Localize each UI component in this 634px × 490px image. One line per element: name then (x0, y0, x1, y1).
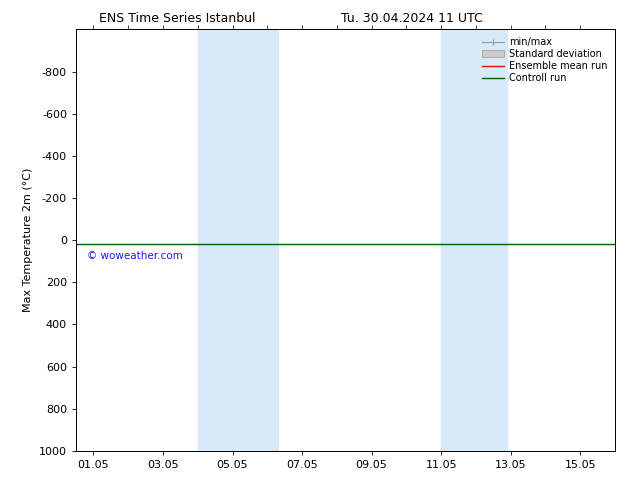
Bar (198, 29, 243, 451)
Bar (441, 29, 472, 451)
Text: © woweather.com: © woweather.com (87, 251, 183, 261)
Bar (483, 29, 507, 451)
Legend: min/max, Standard deviation, Ensemble mean run, Controll run: min/max, Standard deviation, Ensemble me… (479, 34, 610, 86)
Y-axis label: Max Temperature 2m (°C): Max Temperature 2m (°C) (23, 168, 34, 312)
Text: ENS Time Series Istanbul: ENS Time Series Istanbul (100, 12, 256, 25)
Bar (441, 29, 504, 451)
Bar (198, 29, 275, 451)
Bar (254, 29, 278, 451)
Text: Tu. 30.04.2024 11 UTC: Tu. 30.04.2024 11 UTC (341, 12, 483, 25)
